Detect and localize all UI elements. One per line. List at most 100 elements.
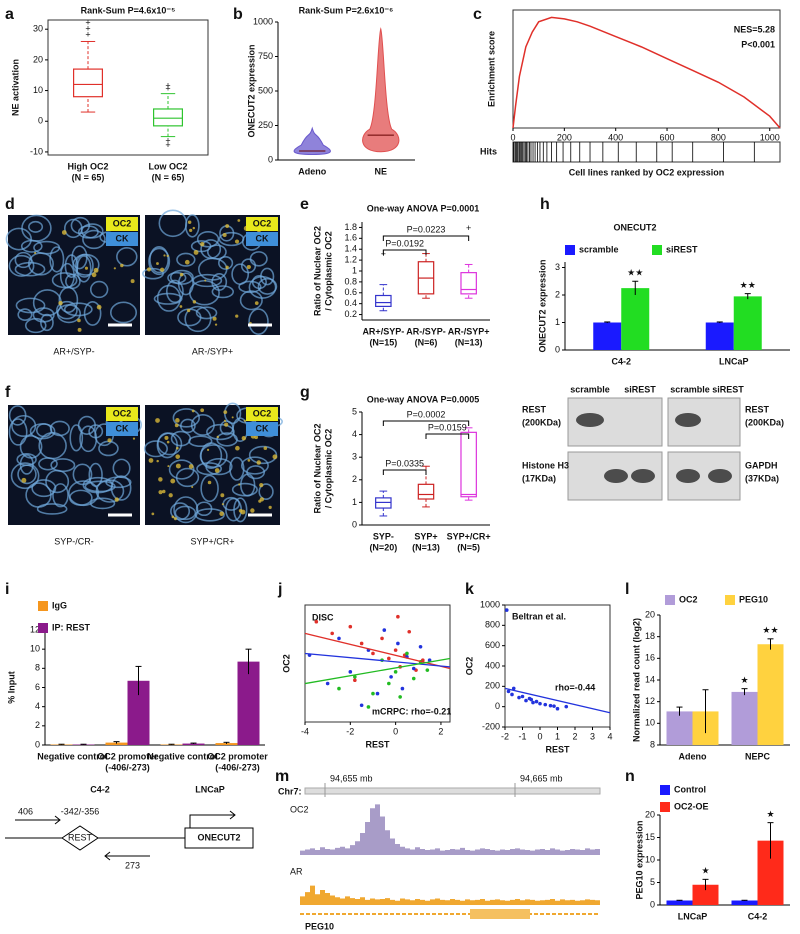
stain-dot (168, 493, 173, 498)
fit-line (304, 652, 451, 668)
y-tick-label: 250 (258, 120, 273, 130)
gene-exon (470, 909, 530, 919)
stain-dot (159, 267, 165, 272)
stain-dot (263, 446, 268, 450)
cell-outline (19, 434, 43, 459)
point (411, 666, 416, 671)
panel-label: i (5, 581, 9, 598)
panel-label: b (233, 6, 243, 23)
x-tick-label: NEPC (745, 751, 771, 761)
significance: ★ (701, 866, 709, 876)
chart-title: One-way ANOVA P=0.0005 (367, 394, 479, 404)
stain-dot (206, 448, 210, 451)
cell-outline (109, 301, 138, 324)
x-tick-label: 4 (607, 731, 612, 741)
x-tick-label: 800 (711, 132, 726, 142)
cell-outline (28, 220, 44, 233)
y-tick-label: 5 (650, 877, 655, 887)
y-tick-label: 200 (485, 681, 500, 691)
point (400, 686, 405, 691)
y-tick-label: 1.8 (344, 222, 357, 232)
y-tick-label: 6 (35, 682, 40, 692)
y-tick-label: 500 (258, 85, 273, 95)
x-tick-label: -2 (346, 726, 354, 736)
x-tick-note: (N=20) (369, 542, 397, 552)
point (411, 676, 416, 681)
point (543, 702, 548, 707)
legend-label: PEG10 (739, 594, 768, 604)
y-tick-label: 3 (352, 452, 357, 462)
stain-dot (192, 226, 196, 230)
cell-outline (77, 225, 99, 239)
point (359, 641, 364, 646)
stain-dot (120, 263, 124, 268)
x-tick-note: (N=5) (457, 542, 480, 552)
x-tick-note: (N = 65) (72, 172, 105, 182)
point (393, 670, 398, 674)
box (153, 108, 184, 127)
y-axis-label: PEG10 expression (634, 820, 644, 899)
significance: ★ (740, 675, 748, 685)
stain-dot (179, 272, 184, 277)
stain-dot (235, 314, 239, 318)
cell-outline (35, 423, 53, 438)
stain-box (106, 422, 138, 436)
point (382, 628, 387, 632)
chart-title: Rank-Sum P=2.6x10⁻⁶ (299, 5, 394, 15)
cell-outline (64, 254, 79, 278)
stain-dot (220, 493, 225, 498)
cell-outline (45, 469, 70, 494)
y-tick-label: 0 (35, 739, 40, 749)
x-tick-label: SYP+ (414, 531, 437, 541)
diagram-label: 273 (125, 860, 140, 870)
stain-dot (240, 509, 246, 515)
x-tick-label: -4 (301, 726, 309, 736)
cell-outline (219, 420, 234, 436)
point (407, 629, 412, 634)
cell-outline (8, 254, 35, 277)
cell-outline (110, 475, 132, 501)
point (314, 619, 319, 624)
cell-outline (40, 313, 54, 332)
y-tick-label: 0.4 (344, 298, 357, 308)
site (61, 825, 99, 851)
stain-dot (189, 228, 193, 233)
legend-swatch (725, 595, 735, 605)
bar (215, 743, 238, 745)
blot-header: siREST (712, 384, 744, 394)
stain-dot (192, 300, 197, 304)
bar (731, 900, 758, 905)
point (425, 668, 430, 672)
blot-band (576, 413, 604, 427)
x-tick-note: (-406/-273) (215, 762, 260, 772)
legend-swatch (38, 623, 48, 633)
annotation: Beltran et al. (512, 611, 566, 621)
point (517, 695, 521, 700)
y-axis-label: % Input (6, 671, 16, 704)
stain-box (246, 407, 278, 421)
blot-label: (200KDa) (522, 417, 561, 427)
y-tick-label: 600 (485, 640, 500, 650)
cell-outline (38, 457, 58, 471)
panel-label: g (300, 384, 310, 401)
fit-line (304, 632, 451, 670)
stain-box (246, 422, 278, 436)
stain-dot (187, 220, 192, 224)
stain-dot (247, 459, 251, 462)
cell-outline (89, 280, 109, 299)
y-axis-label: ONECUT2 expression (537, 259, 547, 352)
blot-label: (37KDa) (745, 473, 779, 483)
y-tick-label: -10 (30, 146, 43, 156)
y-axis-label: / Cytoplasmic OC2 (323, 429, 333, 509)
hits-label: Hits (480, 146, 497, 156)
x-tick-label: NE (374, 166, 387, 176)
stain-dot (250, 508, 255, 513)
box (72, 68, 103, 98)
legend-label: IgG (52, 600, 67, 610)
box (460, 272, 477, 295)
cell-outline (249, 251, 268, 267)
point (337, 686, 341, 691)
comparison-label: P=0.0159 (428, 422, 467, 432)
x-tick-label: High OC2 (67, 161, 108, 171)
bar (105, 742, 128, 745)
